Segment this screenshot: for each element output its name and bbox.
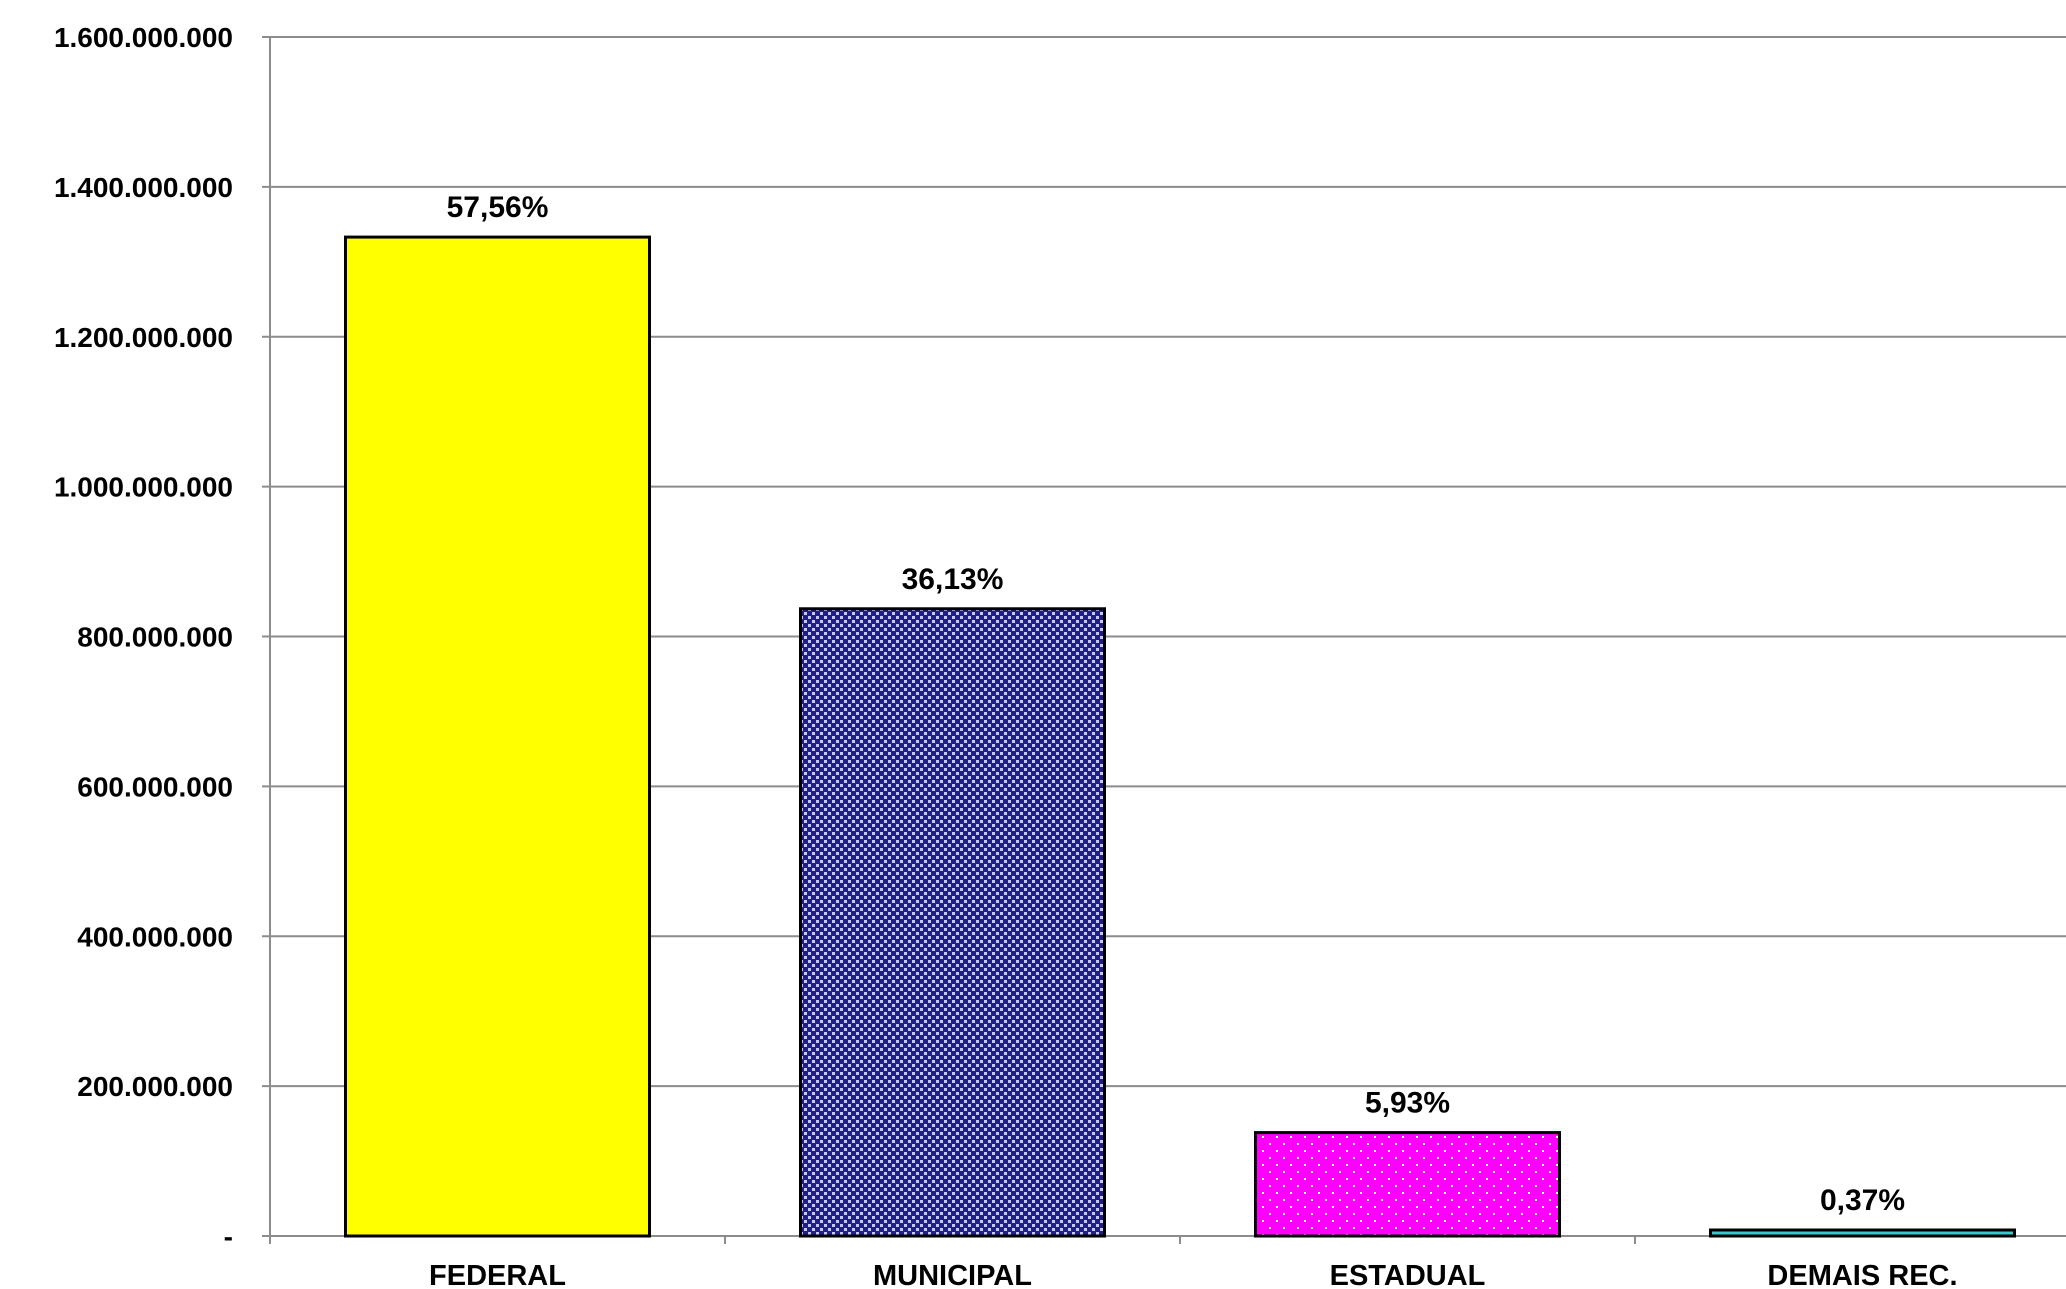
data-label-municipal: 36,13%: [902, 563, 1004, 596]
y-tick-label: 400.000.000: [77, 921, 233, 952]
category-label-municipal: MUNICIPAL: [873, 1260, 1032, 1289]
category-label-estadual: ESTADUAL: [1330, 1260, 1486, 1289]
bar-federal: [344, 235, 651, 1238]
data-label-demais-rec: 0,37%: [1820, 1184, 1905, 1217]
y-tick-label: 200.000.000: [77, 1071, 233, 1102]
data-labels: 57,56% 36,13% 5,93% 0,37%: [447, 191, 1905, 1217]
bar-estadual: [1254, 1131, 1561, 1238]
category-label-federal: FEDERAL: [429, 1260, 566, 1289]
bars: [344, 235, 2016, 1238]
y-tick-label: 1.600.000.000: [54, 22, 233, 53]
bar-municipal: [799, 607, 1106, 1238]
bar-demais-rec: [1709, 1228, 2016, 1238]
y-tick-label: 1.000.000.000: [54, 472, 233, 503]
y-tick-label: 1.400.000.000: [54, 172, 233, 203]
category-label-demais-rec: DEMAIS REC.: [1767, 1260, 1957, 1289]
data-label-estadual: 5,93%: [1365, 1087, 1450, 1120]
y-tick-label: 600.000.000: [77, 771, 233, 802]
data-label-federal: 57,56%: [447, 191, 549, 224]
category-labels: FEDERAL MUNICIPAL ESTADUAL DEMAIS REC.: [429, 1260, 1958, 1289]
y-tick-label: 800.000.000: [77, 622, 233, 653]
y-tick-label: 1.200.000.000: [54, 322, 233, 353]
y-tick-label: -: [224, 1221, 233, 1252]
y-axis-tick-labels: - 200.000.000 400.000.000 600.000.000 800.00…: [54, 22, 233, 1252]
